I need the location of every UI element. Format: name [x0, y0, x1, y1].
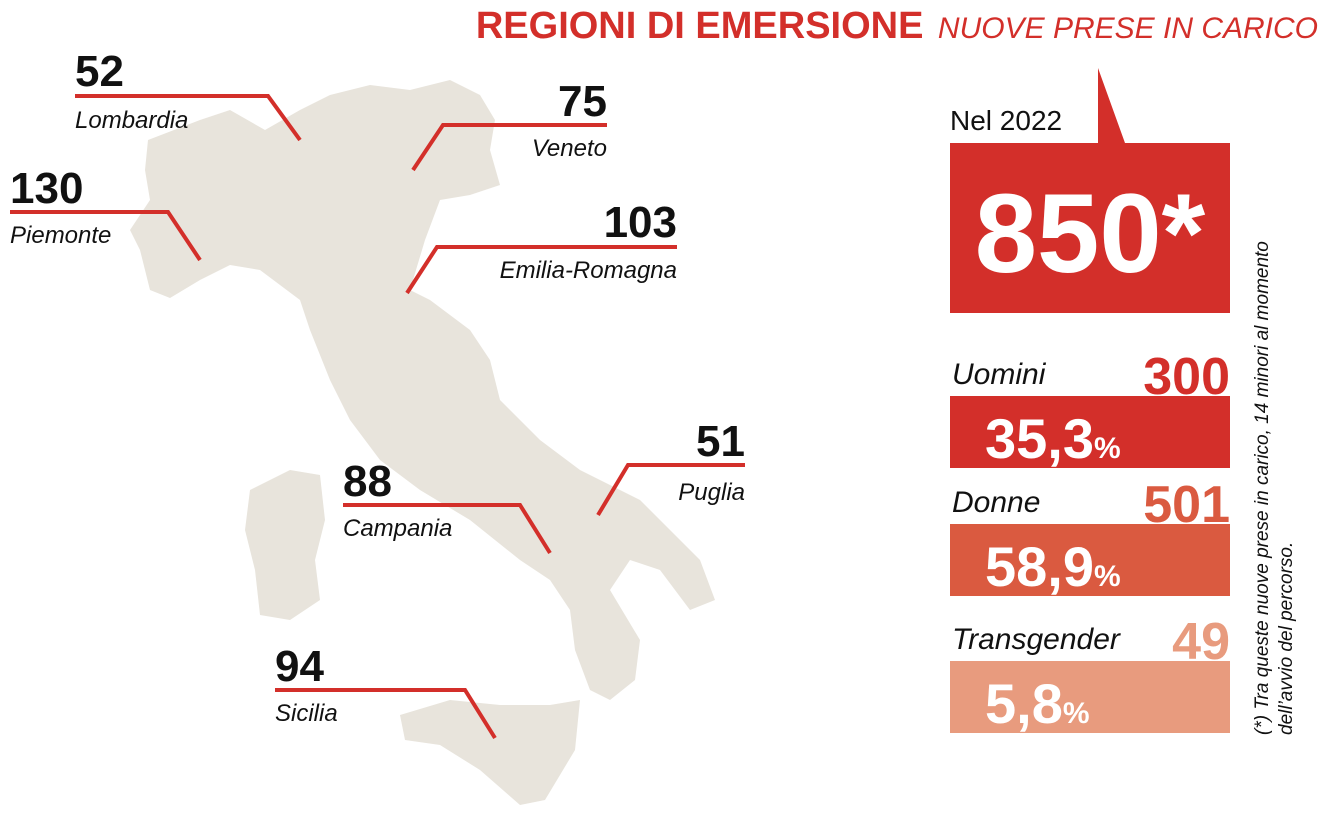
total-box: [950, 68, 1230, 313]
region-name: Campania: [343, 515, 452, 542]
total-panel: Nel 2022 850*: [950, 68, 1230, 313]
leader-line: [596, 463, 745, 517]
share-unit: %: [1063, 697, 1090, 730]
share-unit: %: [1094, 432, 1121, 465]
map: [130, 80, 715, 805]
sicily: [400, 700, 580, 805]
region-name: Puglia: [678, 479, 745, 506]
region-name: Lombardia: [75, 107, 188, 134]
group-label: Donne: [952, 486, 1040, 519]
share-number: 58,9: [985, 535, 1094, 598]
region-name: Emilia-Romagna: [500, 257, 677, 284]
leader-line: [411, 123, 607, 172]
mainland: [130, 80, 715, 700]
total-label: Nel 2022: [950, 105, 1062, 136]
region-value: 75: [558, 77, 607, 126]
leader-line: [10, 210, 202, 262]
leader-line: [75, 94, 302, 142]
group-share: 35,3%: [985, 407, 1121, 470]
callouts: 52 Lombardia 75 Veneto 130 Piemonte 103 …: [10, 47, 745, 740]
title: REGIONI DI EMERSIONE: [476, 5, 924, 47]
subtitle: NUOVE PRESE IN CARICO: [938, 12, 1318, 45]
group-box: [950, 661, 1230, 733]
group-label: Uomini: [952, 358, 1047, 391]
group-share: 58,9%: [985, 535, 1121, 598]
region-value: 52: [75, 47, 124, 96]
region-value: 88: [343, 457, 392, 506]
sardinia: [245, 470, 325, 620]
share-number: 5,8: [985, 672, 1063, 735]
leader-line: [343, 503, 552, 555]
total-value: 850*: [975, 171, 1206, 296]
region-value: 103: [604, 198, 677, 247]
group-box: [950, 524, 1230, 596]
share-number: 35,3: [985, 407, 1094, 470]
region-value: 130: [10, 164, 83, 213]
leader-line: [405, 245, 677, 295]
note-line: dell’avvio del percorso.: [1276, 542, 1297, 735]
group-label: Transgender: [952, 623, 1121, 656]
region-name: Sicilia: [275, 700, 338, 727]
share-unit: %: [1094, 560, 1121, 593]
group-share: 5,8%: [985, 672, 1090, 735]
leader-line: [275, 688, 497, 740]
region-name: Veneto: [532, 135, 607, 162]
group-box: [950, 396, 1230, 468]
region-name: Piemonte: [10, 222, 111, 249]
note: (*) Tra queste nuove prese in carico, 14…: [1252, 241, 1297, 735]
breakdown: Uomini 300 35,3% Donne 501 58,9% Transge…: [950, 348, 1230, 735]
header: REGIONI DI EMERSIONE NUOVE PRESE IN CARI…: [476, 5, 1318, 47]
note-line: (*) Tra queste nuove prese in carico, 14…: [1252, 241, 1273, 735]
region-value: 51: [696, 417, 745, 466]
region-value: 94: [275, 642, 324, 691]
